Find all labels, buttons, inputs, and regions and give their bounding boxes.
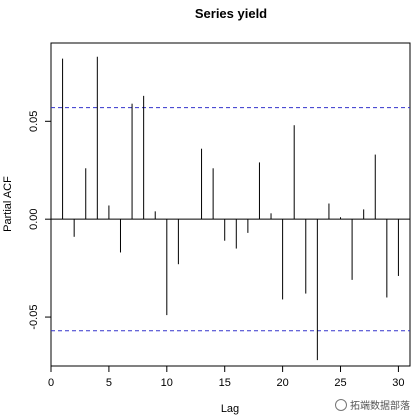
x-tick-label-20: 20 [276,377,288,389]
watermark: 拓端数据部落 [335,397,410,412]
y-tick-label-2: 0.05 [28,111,40,132]
x-tick-label-15: 15 [219,377,231,389]
chart-title: Series yield [195,6,267,21]
x-tick-label-10: 10 [161,377,173,389]
x-axis-label: Lag [221,403,239,415]
y-tick-label-0: -0.05 [28,305,40,330]
plot-frame [50,42,411,367]
x-tick-label-0: 0 [48,377,54,389]
wechat-logo-icon [335,398,347,411]
y-tick-label-1: 0.00 [28,208,40,229]
x-tick-label-25: 25 [334,377,346,389]
y-axis-label: Partial ACF [2,176,14,232]
marks-layer: 0 5 10 15 20 25 30 -0.05 0.00 0.05 [28,56,410,389]
watermark-text: 拓端数据部落 [350,401,410,412]
x-tick-label-5: 5 [106,377,112,389]
x-tick-label-30: 30 [392,377,404,389]
